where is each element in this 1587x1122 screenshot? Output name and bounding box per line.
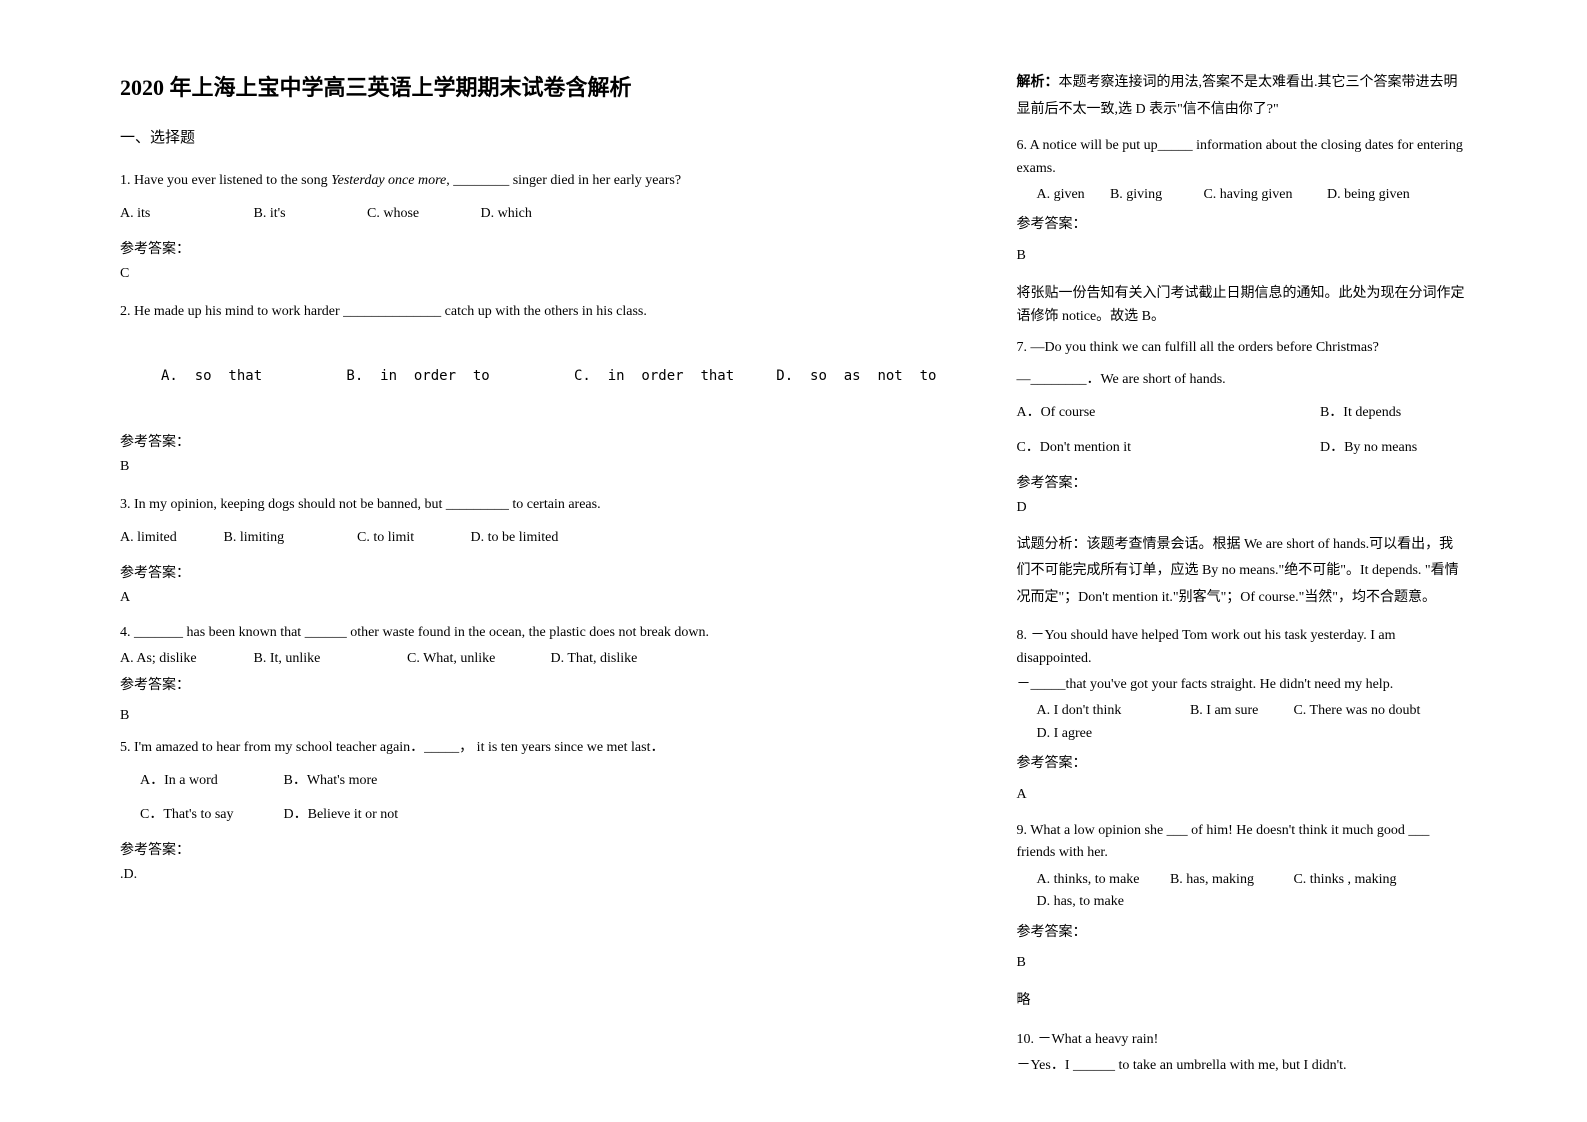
question-9: 9. What a low opinion she ___ of him! He… xyxy=(1016,820,1467,1013)
q8-stem1: 8. －You should have helped Tom work out … xyxy=(1016,625,1467,670)
q6-explain: 将张贴一份告知有关入门考试截止日期信息的通知。此处为现在分词作定语修饰 noti… xyxy=(1016,283,1467,328)
q1-answer: C xyxy=(120,266,936,282)
q8-options: A. I don't think B. I am sure C. There w… xyxy=(1016,700,1467,745)
q7-answer: D xyxy=(1016,500,1467,516)
q7-opt-d: D．By no means xyxy=(1320,433,1417,464)
q6-opt-a: A. given xyxy=(1036,184,1106,206)
q3-opt-d: D. to be limited xyxy=(471,523,559,554)
q5-answer: .D. xyxy=(120,867,936,883)
q10-stem2: －Yes．I ______ to take an umbrella with m… xyxy=(1016,1055,1467,1077)
q5-opt-a: A．In a word xyxy=(140,766,280,797)
question-4: 4. _______ has been known that ______ ot… xyxy=(120,622,936,728)
q8-opt-c: C. There was no doubt xyxy=(1293,700,1453,722)
q7-opt-a: A．Of course xyxy=(1016,398,1316,429)
q2-answer: B xyxy=(120,459,936,475)
q5-options-row2: C．That's to say D．Believe it or not xyxy=(120,800,936,831)
q9-stem: 9. What a low opinion she ___ of him! He… xyxy=(1016,820,1467,865)
q3-stem: 3. In my opinion, keeping dogs should no… xyxy=(120,491,936,519)
question-3: 3. In my opinion, keeping dogs should no… xyxy=(120,491,936,606)
q7-stem2: —________．We are short of hands. xyxy=(1016,366,1467,394)
q1-stem: 1. Have you ever listened to the song Ye… xyxy=(120,167,936,195)
q7-opt-c: C．Don't mention it xyxy=(1016,433,1316,464)
q1-opt-b: B. it's xyxy=(254,199,364,230)
q4-opt-c: C. What, unlike xyxy=(407,648,547,670)
q9-extra: 略 xyxy=(1016,990,1467,1012)
q5-explain: 解析：本题考察连接词的用法,答案不是太难看出.其它三个答案带进去明显前后不太一致… xyxy=(1016,70,1467,123)
q9-opt-b: B. has, making xyxy=(1170,869,1290,891)
q8-stem2: －_____that you've got your facts straigh… xyxy=(1016,674,1467,696)
q6-opt-d: D. being given xyxy=(1327,184,1410,206)
q7-options-row1: A．Of course B．It depends xyxy=(1016,398,1467,429)
question-10: 10. －What a heavy rain! －Yes．I ______ to… xyxy=(1016,1029,1467,1078)
q3-answer-label: 参考答案： xyxy=(120,562,936,582)
q5-explain-label: 解析： xyxy=(1016,75,1058,90)
q2-stem: 2. He made up his mind to work harder __… xyxy=(120,298,936,326)
q4-answer: B xyxy=(120,705,936,727)
q4-opt-b: B. It, unlike xyxy=(254,648,404,670)
q5-stem: 5. I'm amazed to hear from my school tea… xyxy=(120,734,936,762)
q1-opt-a: A. its xyxy=(120,199,250,230)
q8-opt-d: D. I agree xyxy=(1036,723,1092,745)
q7-opt-b: B．It depends xyxy=(1320,398,1401,429)
q6-opt-b: B. giving xyxy=(1110,184,1200,206)
q8-opt-b: B. I am sure xyxy=(1190,700,1290,722)
q7-answer-label: 参考答案： xyxy=(1016,472,1467,492)
q3-opt-c: C. to limit xyxy=(357,523,467,554)
q1-stem-italic: Yesterday once more xyxy=(331,173,446,188)
q9-opt-a: A. thinks, to make xyxy=(1036,869,1166,891)
q5-opt-c: C．That's to say xyxy=(140,800,280,831)
q1-opt-d: D. which xyxy=(481,199,532,230)
q3-options: A. limited B. limiting C. to limit D. to… xyxy=(120,523,936,554)
q4-stem: 4. _______ has been known that ______ ot… xyxy=(120,622,936,644)
question-1: 1. Have you ever listened to the song Ye… xyxy=(120,167,936,282)
question-8: 8. －You should have helped Tom work out … xyxy=(1016,625,1467,806)
q9-opt-c: C. thinks , making xyxy=(1293,869,1433,891)
q3-opt-a: A. limited xyxy=(120,523,220,554)
q9-answer: B xyxy=(1016,952,1467,974)
q10-stem1: 10. －What a heavy rain! xyxy=(1016,1029,1467,1051)
q4-options: A. As; dislike B. It, unlike C. What, un… xyxy=(120,648,936,670)
q4-opt-d: D. That, dislike xyxy=(551,648,638,670)
question-5: 5. I'm amazed to hear from my school tea… xyxy=(120,734,936,884)
q7-options-row2: C．Don't mention it D．By no means xyxy=(1016,433,1467,464)
q4-answer-label: 参考答案： xyxy=(120,675,936,697)
q7-explain: 试题分析：该题考查情景会话。根据 We are short of hands.可… xyxy=(1016,532,1467,612)
q2-answer-label: 参考答案： xyxy=(120,431,936,451)
q5-explain-text: 本题考察连接词的用法,答案不是太难看出.其它三个答案带进去明显前后不太一致,选 … xyxy=(1016,75,1457,117)
q6-options: A. given B. giving C. having given D. be… xyxy=(1016,184,1467,206)
q1-stem-a: 1. Have you ever listened to the song xyxy=(120,173,331,188)
question-2: 2. He made up his mind to work harder __… xyxy=(120,298,936,475)
q2-opts-line: A. so that B. in order to C. in order th… xyxy=(161,368,936,384)
q3-opt-b: B. limiting xyxy=(224,523,354,554)
q9-opt-d: D. has, to make xyxy=(1036,891,1123,913)
q5-opt-d: D．Believe it or not xyxy=(284,800,399,831)
q8-answer-label: 参考答案： xyxy=(1016,753,1467,775)
q4-opt-a: A. As; dislike xyxy=(120,648,250,670)
q6-opt-c: C. having given xyxy=(1203,184,1323,206)
q1-answer-label: 参考答案： xyxy=(120,238,936,258)
q9-options: A. thinks, to make B. has, making C. thi… xyxy=(1016,869,1467,914)
q3-answer: A xyxy=(120,590,936,606)
q9-answer-label: 参考答案： xyxy=(1016,922,1467,944)
q5-opt-b: B．What's more xyxy=(284,766,378,797)
section-heading: 一、选择题 xyxy=(120,126,936,147)
q7-stem1: 7. —Do you think we can fulfill all the … xyxy=(1016,334,1467,362)
q6-answer: B xyxy=(1016,245,1467,267)
q8-answer: A xyxy=(1016,784,1467,806)
q1-stem-b: , ________ singer died in her early year… xyxy=(446,173,681,188)
q5-answer-label: 参考答案： xyxy=(120,839,936,859)
q2-options: A. so that B. in order to C. in order th… xyxy=(120,330,936,423)
q1-options: A. its B. it's C. whose D. which xyxy=(120,199,936,230)
left-column: 2020 年上海上宝中学高三英语上学期期末试卷含解析 一、选择题 1. Have… xyxy=(100,70,976,1082)
q6-answer-label: 参考答案： xyxy=(1016,214,1467,236)
q6-stem: 6. A notice will be put up_____ informat… xyxy=(1016,135,1467,180)
q8-opt-a: A. I don't think xyxy=(1036,700,1186,722)
q5-options-row1: A．In a word B．What's more xyxy=(120,766,936,797)
right-column: 解析：本题考察连接词的用法,答案不是太难看出.其它三个答案带进去明显前后不太一致… xyxy=(976,70,1487,1082)
question-7: 7. —Do you think we can fulfill all the … xyxy=(1016,334,1467,611)
question-6: 6. A notice will be put up_____ informat… xyxy=(1016,135,1467,328)
q1-opt-c: C. whose xyxy=(367,199,477,230)
page-title: 2020 年上海上宝中学高三英语上学期期末试卷含解析 xyxy=(120,70,936,102)
